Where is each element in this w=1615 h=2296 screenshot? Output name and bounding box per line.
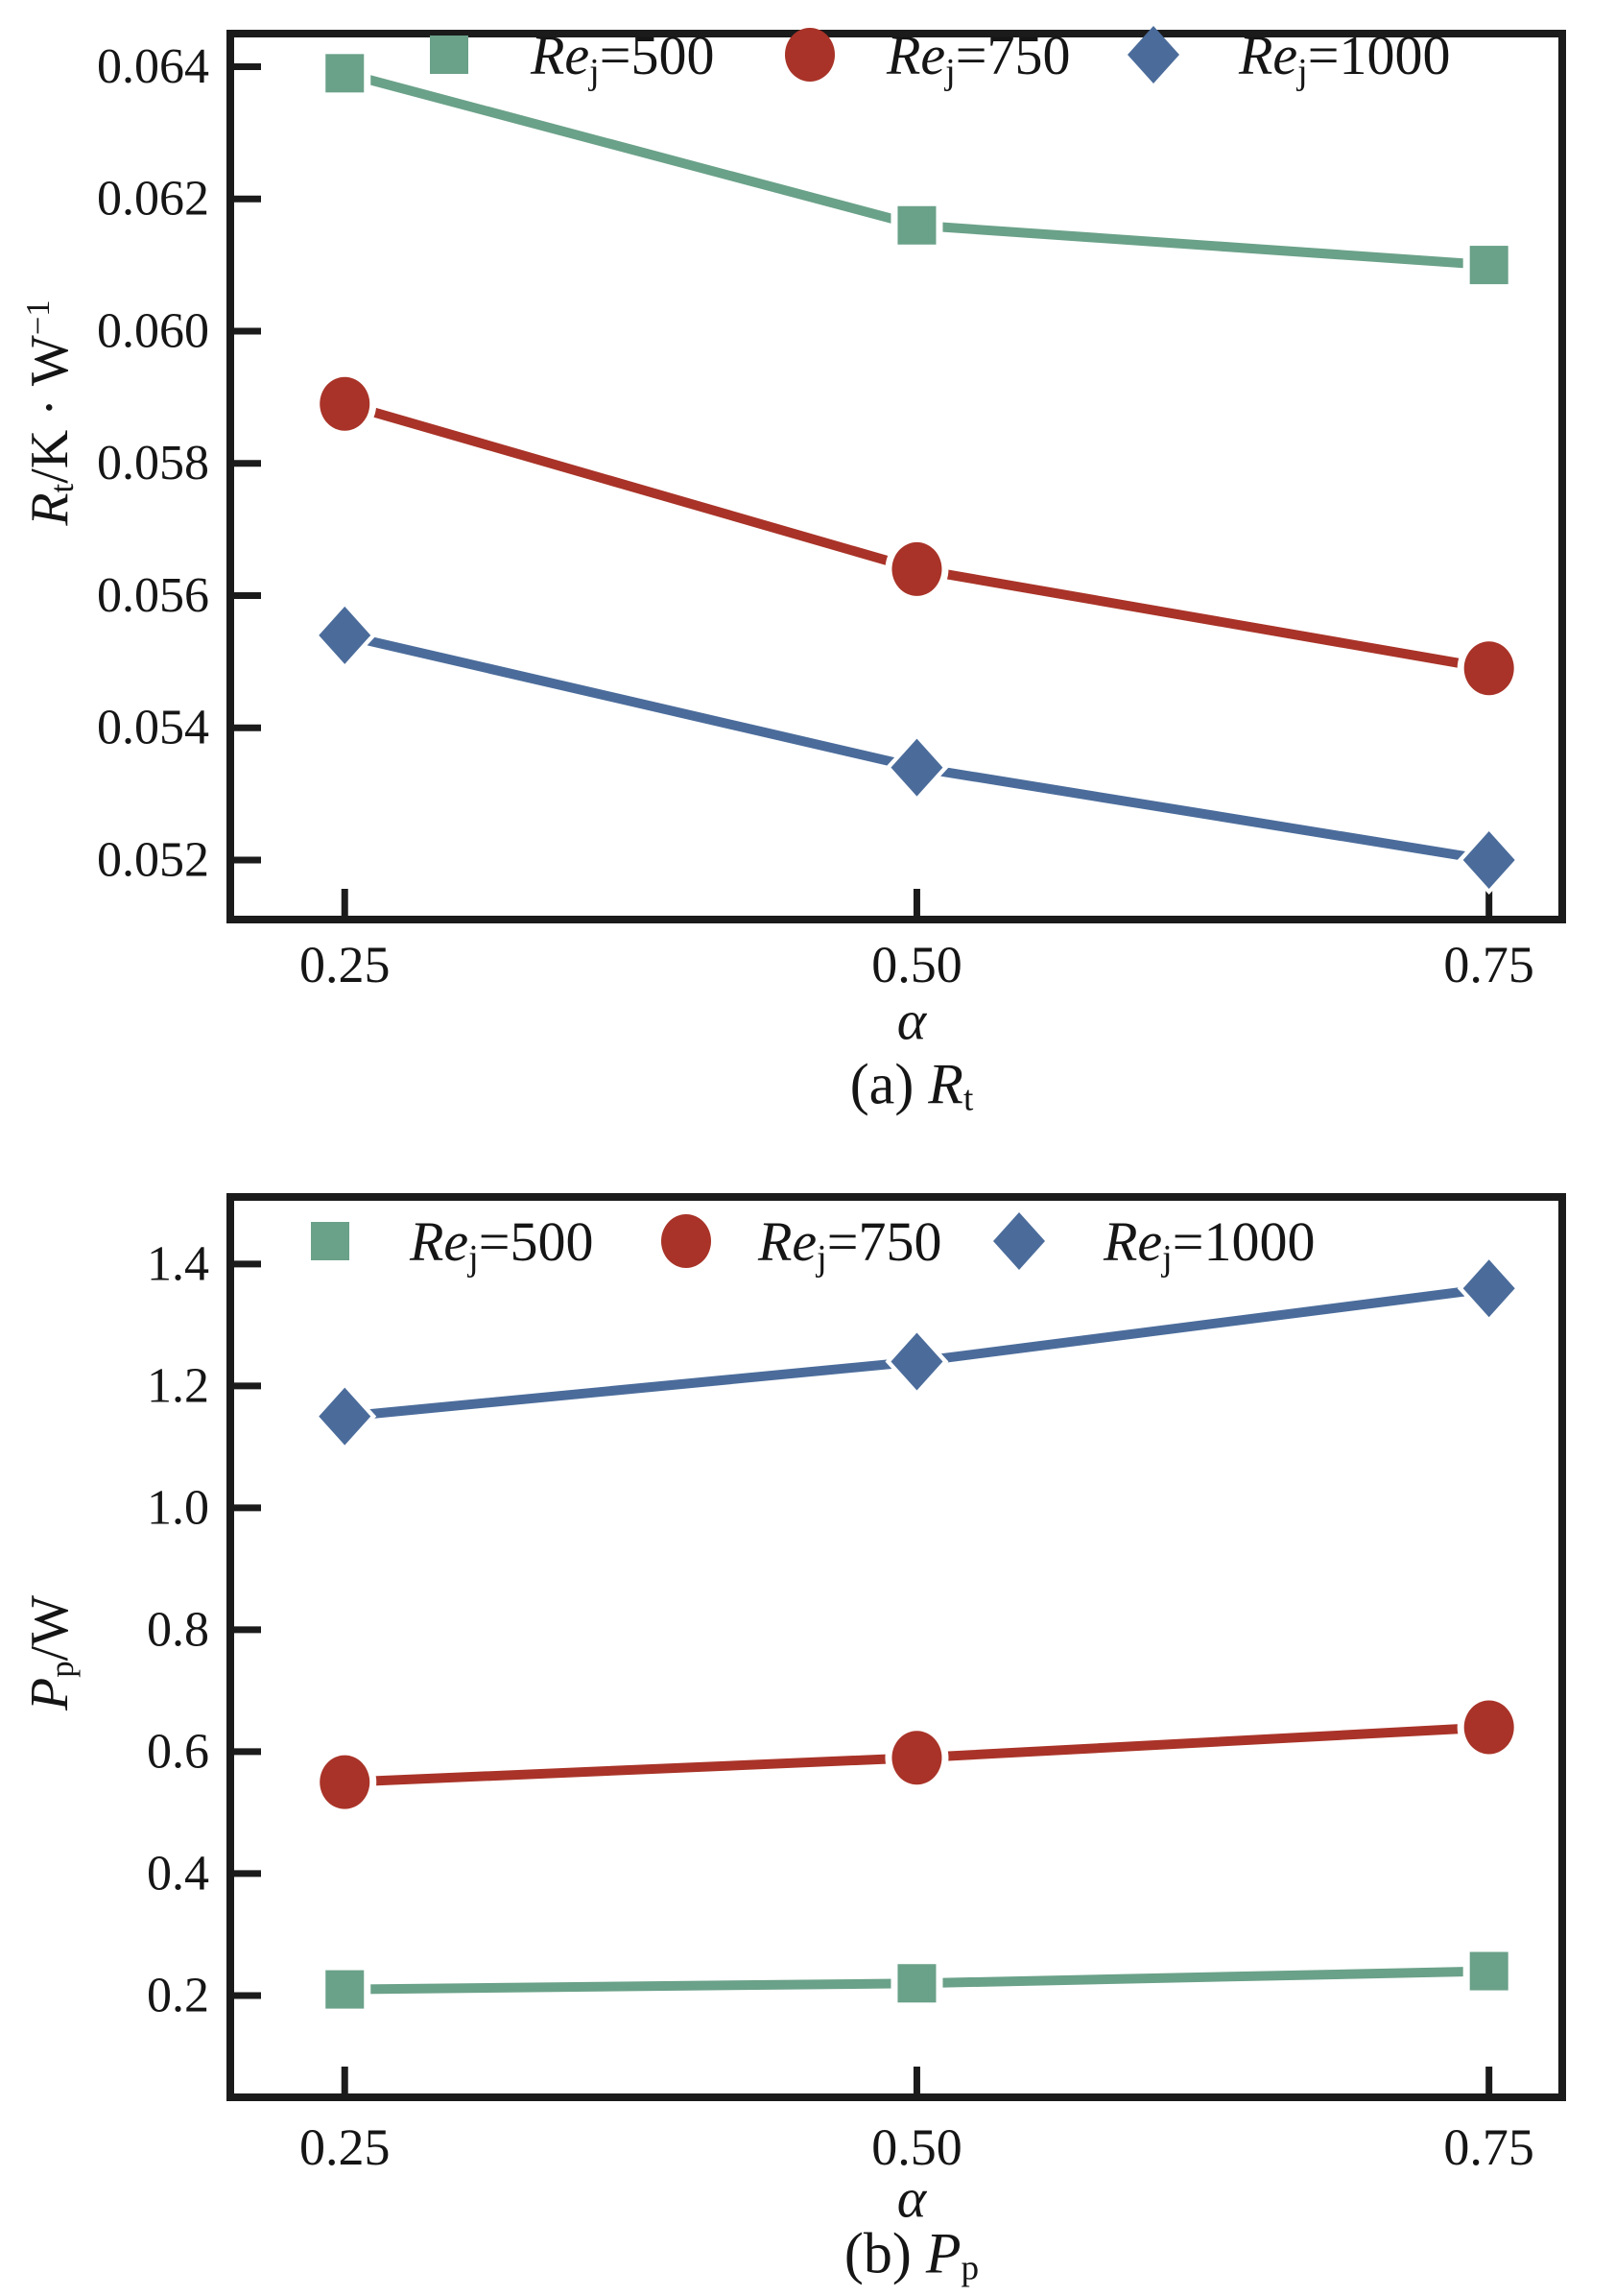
legend-label-Re_j=500: Rej=500 — [530, 24, 714, 93]
data-point-marker — [1462, 1259, 1515, 1318]
data-point-marker — [1463, 1700, 1514, 1755]
chart-b-caption: (b) Pp — [843, 2221, 980, 2288]
y-tick-label: 0.2 — [147, 1968, 209, 2022]
data-point-marker — [1469, 1951, 1508, 1991]
data-point-marker — [891, 541, 942, 596]
y-units: /W — [20, 1595, 80, 1662]
legend-label-Re_j=1000: Rej=1000 — [1238, 24, 1450, 93]
data-point-marker — [891, 1332, 943, 1391]
x-tick-label: 0.50 — [871, 2118, 962, 2176]
caption-subscript: p — [961, 2248, 980, 2288]
data-point-marker — [1463, 641, 1514, 696]
x-tick-label: 0.75 — [1443, 2118, 1534, 2176]
data-point-marker — [319, 1387, 371, 1446]
x-symbol: α — [896, 2166, 927, 2230]
y-tick-label: 0.6 — [147, 1724, 209, 1779]
data-point-marker — [325, 54, 365, 93]
data-point-marker — [891, 1731, 942, 1785]
chart-a: 0.064 0.062 0.060 0.058 0.056 0.054 0.052 0.25 0… — [97, 24, 1566, 993]
data-point-marker — [661, 1214, 711, 1268]
y-subscript: t — [43, 483, 82, 493]
y-symbol: R — [20, 492, 80, 526]
caption-symbol: R — [928, 1052, 963, 1116]
data-point-marker — [319, 606, 371, 664]
caption-symbol: P — [925, 2221, 962, 2285]
caption-prefix: (a) — [849, 1052, 929, 1116]
y-tick-label: 0.054 — [97, 701, 209, 755]
data-point-marker — [1128, 26, 1179, 84]
chart-b-y-axis-label: Pp/W — [19, 1595, 81, 1710]
data-point-marker — [320, 1755, 370, 1809]
data-point-marker — [1462, 831, 1515, 890]
data-point-marker — [897, 1964, 937, 2003]
data-point-marker — [785, 28, 835, 82]
chart-b: 1.4 1.2 1.0 0.8 0.6 0.4 0.2 0.25 0.50 0.75 Rej=500… — [147, 1193, 1566, 2176]
chart-a-caption: (a) Rt — [849, 1052, 974, 1119]
x-tick-label: 0.50 — [871, 936, 962, 993]
data-point-marker — [311, 1222, 349, 1260]
legend-label-Re_j=1000: Rej=1000 — [1103, 1210, 1315, 1280]
plot-frame — [226, 1193, 1566, 2101]
y-units: /K · W — [20, 335, 80, 484]
y-tick-label: 1.2 — [147, 1358, 209, 1413]
data-point-marker — [993, 1212, 1045, 1270]
plot-frame — [226, 30, 1566, 923]
data-point-marker — [891, 738, 943, 797]
y-tick-label: 1.0 — [147, 1480, 209, 1535]
data-point-marker — [325, 1970, 365, 2009]
caption-prefix: (b) — [843, 2221, 926, 2285]
y-tick-label: 0.062 — [97, 172, 209, 227]
x-symbol: α — [896, 989, 927, 1052]
legend-label-Re_j=750: Rej=750 — [886, 24, 1070, 93]
y-tick-label: 0.064 — [97, 39, 209, 94]
chart-a-y-axis-label: Rt/K · W−1 — [19, 299, 81, 525]
y-tick-label: 0.056 — [97, 568, 209, 623]
x-tick-label: 0.25 — [299, 2118, 391, 2176]
y-symbol: P — [20, 1677, 80, 1710]
data-point-marker — [897, 205, 937, 245]
y-subscript: p — [43, 1661, 82, 1678]
y-tick-label: 0.060 — [97, 303, 209, 358]
x-tick-label: 0.25 — [299, 936, 391, 993]
y-tick-label: 0.052 — [97, 833, 209, 888]
chart-b-x-axis-label: α — [897, 2166, 926, 2231]
y-tick-label: 1.4 — [147, 1236, 209, 1291]
y-superscript: −1 — [18, 299, 57, 336]
caption-subscript: t — [962, 1079, 974, 1119]
legend-label-Re_j=750: Rej=750 — [757, 1210, 941, 1280]
legend-label-Re_j=500: Rej=500 — [409, 1210, 593, 1280]
chart-a-x-axis-label: α — [897, 989, 926, 1053]
x-tick-label: 0.75 — [1443, 936, 1534, 993]
y-tick-label: 0.4 — [147, 1846, 209, 1901]
y-tick-label: 0.8 — [147, 1602, 209, 1657]
y-tick-label: 0.058 — [97, 436, 209, 490]
data-point-marker — [1469, 246, 1508, 285]
data-point-marker — [320, 376, 370, 431]
data-point-marker — [430, 36, 468, 74]
